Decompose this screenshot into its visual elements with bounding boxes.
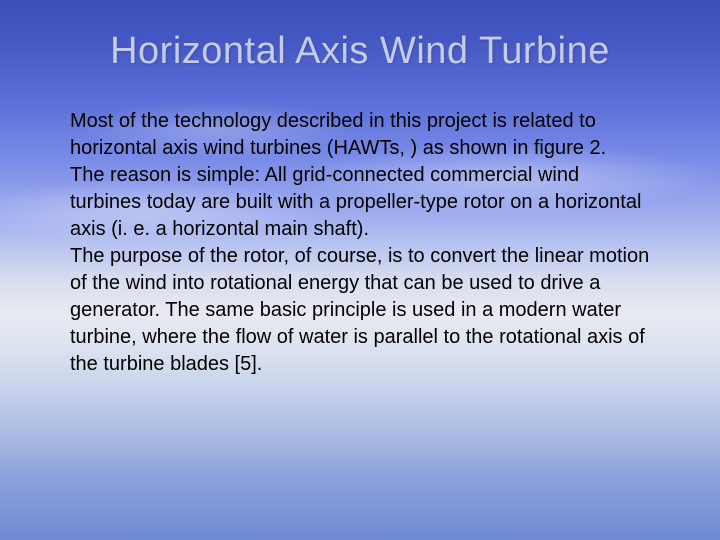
body-paragraph: Most of the technology described in this…: [70, 108, 650, 162]
presentation-slide: Horizontal Axis Wind Turbine Most of the…: [0, 0, 720, 540]
slide-title: Horizontal Axis Wind Turbine: [70, 30, 650, 73]
slide-body: Most of the technology described in this…: [70, 108, 650, 378]
body-paragraph: The reason is simple: All grid-connected…: [70, 162, 650, 243]
body-paragraph: The purpose of the rotor, of course, is …: [70, 243, 650, 378]
